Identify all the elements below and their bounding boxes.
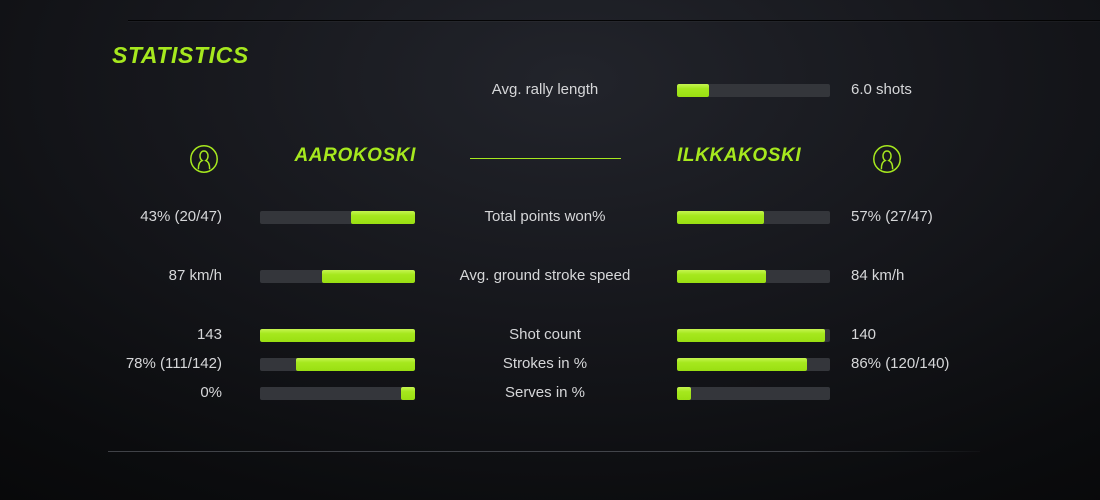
stat-label: Total points won% xyxy=(484,208,606,225)
stat-bar-left-fill xyxy=(351,211,415,224)
stat-bar-left-fill xyxy=(295,358,415,371)
stat-bar-left-fill xyxy=(260,329,415,342)
stat-row-ground-stroke-speed: 87 km/h Avg. ground stroke speed 84 km/h xyxy=(0,264,1100,290)
rally-length-label: Avg. rally length xyxy=(491,81,599,98)
stat-value-left: 143 xyxy=(196,326,222,343)
stat-value-left: 0% xyxy=(200,384,222,401)
stat-bar-right-fill xyxy=(677,329,826,342)
stat-bar-right-fill xyxy=(677,211,765,224)
stat-bar-left xyxy=(260,329,415,342)
rally-length-bar-fill xyxy=(677,84,710,97)
stat-value-right: 57% (27/47) xyxy=(851,208,933,225)
player-right-name: ILKKAKOSKI xyxy=(677,145,802,166)
player-left-avatar-icon xyxy=(189,144,219,174)
stat-value-right: 86% (120/140) xyxy=(851,355,950,372)
stat-row-shot-count: 143 Shot count 140 xyxy=(0,323,1100,349)
player-left-name: AAROKOSKI xyxy=(294,145,416,166)
stat-bar-left-fill xyxy=(322,270,415,283)
stat-bar-left xyxy=(260,358,415,371)
stat-bar-right xyxy=(677,329,830,342)
stat-row-serves-in: 0% Serves in % xyxy=(0,381,1100,407)
stat-label: Strokes in % xyxy=(502,355,588,372)
stat-value-left: 78% (111/142) xyxy=(125,355,222,372)
stat-bar-left xyxy=(260,211,415,224)
stat-row-total-points: 43% (20/47) Total points won% 57% (27/47… xyxy=(0,205,1100,231)
stat-bar-right-fill xyxy=(677,387,691,400)
rally-length-bar xyxy=(677,84,830,97)
stat-bar-right xyxy=(677,270,830,283)
stat-value-right: 84 km/h xyxy=(851,267,905,284)
stat-value-left: 43% (20/47) xyxy=(140,208,222,225)
stat-bar-left-fill xyxy=(401,387,415,400)
stat-bar-right xyxy=(677,358,830,371)
stat-bar-right xyxy=(677,387,830,400)
center-divider-line xyxy=(470,158,621,159)
stat-bar-right-fill xyxy=(677,358,808,371)
stat-bar-right-fill xyxy=(677,270,766,283)
stat-label: Shot count xyxy=(509,326,581,343)
stat-bar-right xyxy=(677,211,830,224)
player-right-avatar-icon xyxy=(872,144,902,174)
stat-label: Serves in % xyxy=(504,384,586,401)
stat-value-left: 87 km/h xyxy=(168,267,222,284)
stat-row-strokes-in: 78% (111/142) Strokes in % 86% (120/140) xyxy=(0,352,1100,378)
stat-value-right: 140 xyxy=(851,326,877,343)
top-divider xyxy=(128,20,1100,21)
page-title: STATISTICS xyxy=(112,42,249,68)
stat-label: Avg. ground stroke speed xyxy=(459,267,631,284)
stat-bar-left xyxy=(260,270,415,283)
stat-bar-left xyxy=(260,387,415,400)
bottom-divider xyxy=(108,451,980,452)
rally-length-value: 6.0 shots xyxy=(851,81,912,98)
